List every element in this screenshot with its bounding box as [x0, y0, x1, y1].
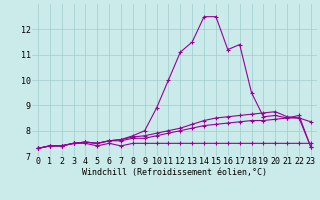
- X-axis label: Windchill (Refroidissement éolien,°C): Windchill (Refroidissement éolien,°C): [82, 168, 267, 177]
